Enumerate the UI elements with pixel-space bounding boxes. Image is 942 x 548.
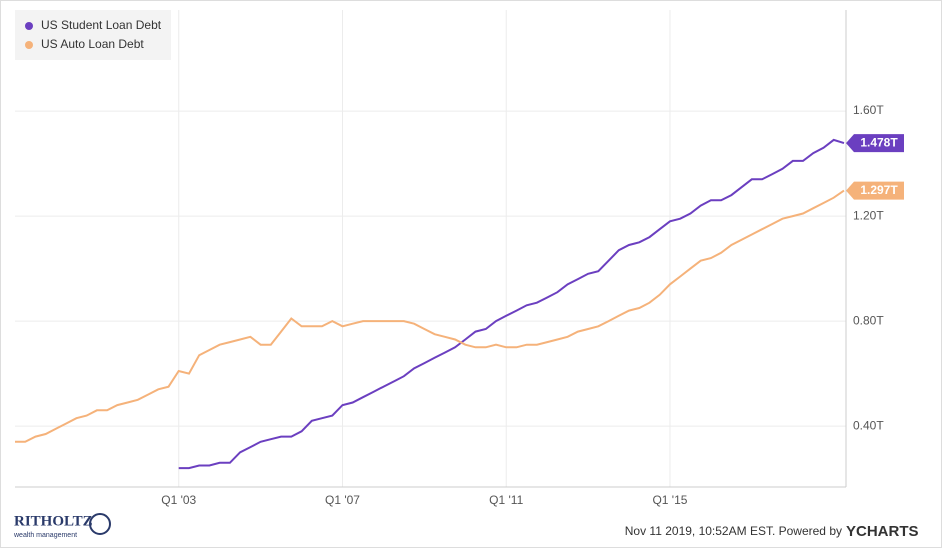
x-tick-label: Q1 '15 — [652, 493, 687, 507]
brand-logo — [89, 513, 111, 535]
y-tick-label: 0.80T — [853, 313, 884, 327]
end-label: 1.297T — [860, 183, 898, 197]
line — [178, 138, 845, 470]
y-tick-label: 1.60T — [853, 103, 884, 117]
legend-label: US Auto Loan Debt — [41, 37, 144, 51]
legend-label: US Student Loan Debt — [41, 18, 162, 32]
provider: YCHARTS — [846, 523, 919, 540]
legend-marker — [25, 41, 33, 49]
y-tick-label: 0.40T — [853, 418, 884, 432]
y-tick-label: 1.20T — [853, 208, 884, 222]
legend-box — [15, 10, 171, 60]
x-tick-label: Q1 '11 — [489, 493, 523, 507]
timestamp: Nov 11 2019, 10:52AM EST. Powered by — [625, 524, 842, 538]
end-label-tag — [846, 181, 904, 200]
line — [15, 189, 845, 443]
legend-marker — [25, 22, 33, 30]
x-tick-label: Q1 '03 — [161, 493, 196, 507]
x-tick-label: Q1 '07 — [325, 493, 360, 507]
end-label: 1.478T — [860, 135, 898, 149]
brand-sub: wealth management — [13, 532, 77, 539]
end-label-tag — [846, 134, 904, 153]
brand: RITHOLTZ — [14, 513, 93, 529]
